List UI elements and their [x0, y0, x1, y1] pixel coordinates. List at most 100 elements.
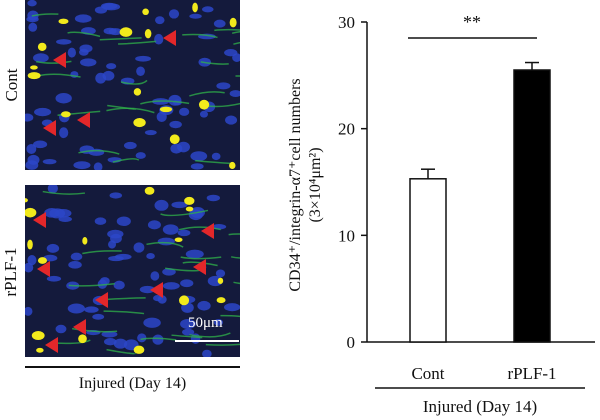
nucleus: [168, 94, 182, 106]
nucleus: [154, 199, 169, 211]
nucleus: [79, 44, 93, 53]
green-fiber: [171, 334, 203, 339]
nucleus: [157, 237, 175, 246]
red-arrowhead-icon: [73, 319, 86, 335]
red-arrowhead-icon: [33, 212, 46, 228]
green-fiber: [230, 256, 240, 259]
scale-bar: [175, 340, 239, 342]
yellow-cell: [185, 206, 194, 212]
nucleus: [27, 0, 37, 7]
y-tick-label: 30: [338, 13, 355, 32]
nucleus: [169, 120, 182, 129]
micrograph-background: [25, 0, 240, 170]
green-fiber: [228, 233, 240, 236]
nucleus: [74, 14, 92, 23]
nucleus: [215, 269, 226, 278]
nucleus: [137, 333, 147, 343]
x-tick-label: rPLF-1: [507, 364, 556, 383]
yellow-cell: [78, 334, 87, 344]
nucleus: [106, 63, 117, 70]
nucleus: [25, 113, 34, 122]
nucleus: [116, 216, 131, 226]
y-tick-label: 0: [347, 333, 356, 352]
nucleus: [206, 194, 220, 202]
nucleus: [147, 220, 161, 230]
nucleus: [213, 19, 226, 28]
red-arrowhead-icon: [95, 292, 108, 308]
yellow-cell: [82, 237, 88, 245]
yellow-cell: [30, 65, 38, 70]
green-fiber: [99, 37, 142, 41]
green-fiber: [103, 310, 145, 315]
green-fiber: [180, 256, 222, 260]
x-tick-label: Cont: [411, 364, 444, 383]
nucleus: [133, 242, 145, 253]
nucleus: [49, 208, 66, 219]
nucleus: [123, 141, 137, 150]
y-tick-label: 10: [338, 226, 355, 245]
nucleus: [55, 324, 67, 334]
nucleus: [150, 271, 160, 281]
nucleus: [135, 152, 146, 159]
green-fiber: [140, 337, 177, 341]
yellow-cell: [58, 18, 69, 25]
row-label-rplf1: rPLF-1: [1, 247, 20, 297]
nucleus: [109, 192, 123, 199]
nucleus: [33, 53, 49, 63]
yellow-cell: [142, 8, 149, 16]
yellow-cell: [27, 72, 41, 80]
nucleus: [146, 253, 155, 260]
green-fiber: [106, 107, 155, 114]
green-fiber: [182, 261, 218, 267]
red-arrowhead-icon: [37, 261, 50, 277]
nucleus: [190, 151, 208, 162]
yellow-cell: [36, 347, 44, 353]
micrograph-caption: Injured (Day 14): [78, 375, 187, 392]
nucleus: [33, 140, 48, 149]
nucleus: [67, 47, 76, 58]
x-axis-title: Injured (Day 14): [423, 397, 537, 416]
nucleus: [67, 303, 85, 314]
nucleus: [97, 279, 108, 289]
nucleus: [162, 224, 179, 235]
nucleus: [110, 233, 122, 244]
yellow-cell: [133, 88, 142, 96]
nucleus: [152, 334, 164, 345]
green-fiber: [36, 60, 72, 64]
green-fiber: [112, 158, 140, 163]
yellow-cell: [174, 237, 183, 242]
nucleus: [108, 28, 123, 36]
micrograph-caption-line: [25, 366, 240, 368]
yellow-cell: [144, 186, 155, 195]
y-tick-label: 20: [338, 120, 355, 139]
scale-bar-label: 50μm: [188, 315, 223, 331]
nucleus: [84, 306, 99, 313]
nucleus: [34, 107, 52, 117]
nucleus: [229, 90, 240, 98]
green-fiber: [233, 281, 240, 285]
yellow-cell: [61, 111, 71, 118]
nucleus: [171, 201, 188, 209]
green-fiber: [200, 61, 229, 65]
nucleus: [28, 22, 38, 32]
green-fiber: [214, 28, 240, 32]
green-fiber: [67, 31, 101, 38]
nucleus: [135, 55, 151, 62]
nucleus: [92, 313, 105, 320]
red-arrowhead-icon: [43, 120, 56, 136]
nucleus: [162, 282, 180, 290]
yellow-cell: [25, 198, 28, 203]
bar-rplf-1: [513, 69, 551, 343]
green-fiber: [118, 40, 157, 45]
nucleus: [223, 303, 240, 312]
bar-chart: 0 10 20 30 Cont rPLF-1 ** Injured (Day 14) CD34⁺…: [287, 12, 595, 416]
row-label-cont: Cont: [2, 68, 21, 102]
micrograph-rplf1-image: [25, 185, 240, 357]
red-arrowhead-icon: [193, 259, 206, 275]
green-fiber: [178, 226, 221, 231]
nucleus: [225, 115, 238, 125]
green-fiber: [235, 75, 240, 77]
y-axis-title-line: (3×10⁴μm²): [307, 147, 324, 222]
nucleus: [95, 72, 107, 84]
yellow-cell: [25, 207, 37, 218]
